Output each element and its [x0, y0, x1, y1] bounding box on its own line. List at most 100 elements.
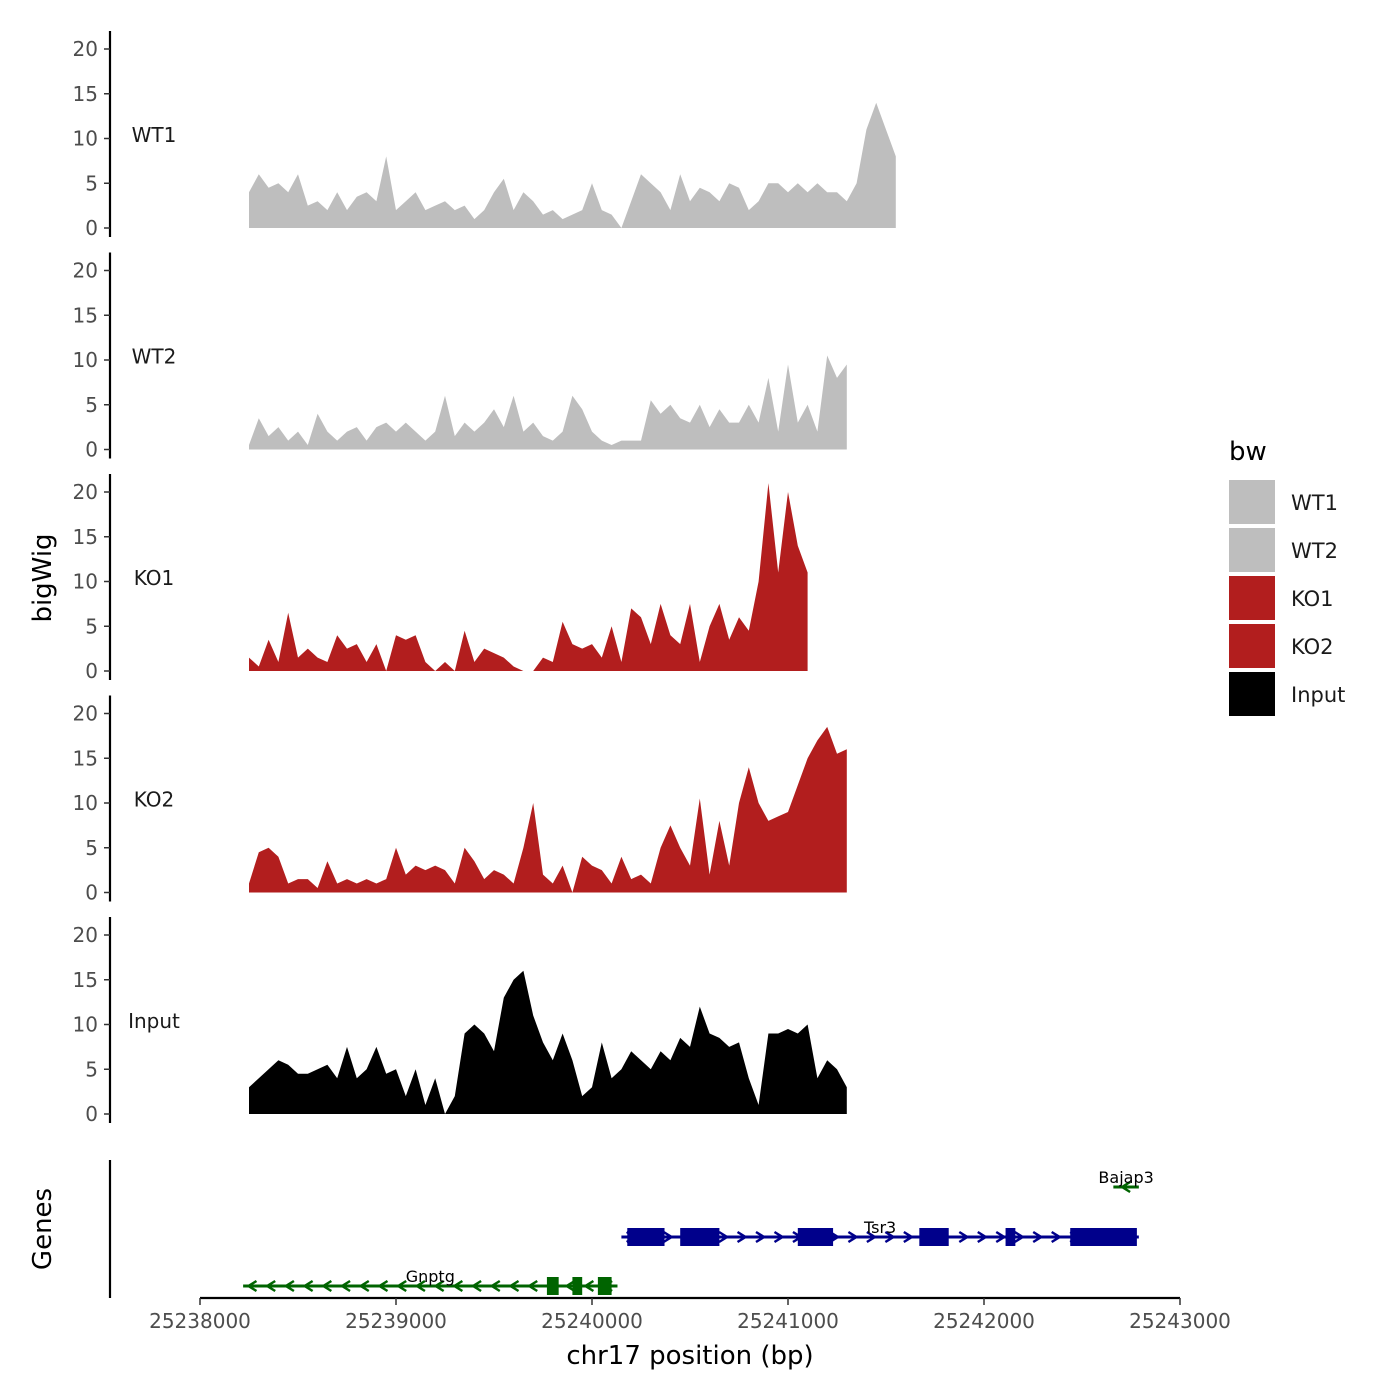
strand-chevron — [736, 1230, 748, 1244]
legend-label-wt2: WT2 — [1291, 539, 1338, 563]
gene-tsr3: Tsr3 — [621, 1218, 1139, 1246]
area-input — [249, 970, 847, 1114]
gene-annotation-track: Bajap3 Tsr3 Gnptg — [108, 1160, 1154, 1298]
y-axis-title: bigWig — [28, 533, 58, 622]
strand-chevron — [995, 1230, 1007, 1244]
track-ko1: 0 5 10 15 20 KO1 — [73, 474, 808, 683]
exon — [572, 1277, 583, 1295]
track-wt2: 0 5 10 15 20 WT2 — [73, 252, 847, 462]
strand-chevron — [718, 1230, 730, 1244]
legend-swatch-ko1 — [1229, 576, 1275, 620]
legend-label-wt1: WT1 — [1291, 491, 1338, 515]
strand-chevron — [246, 1279, 258, 1293]
y-tick-label: 5 — [85, 836, 98, 860]
x-tick-label: 25243000 — [1129, 1309, 1231, 1333]
gene-gnptg: Gnptg — [243, 1267, 618, 1295]
strand-chevron — [1014, 1230, 1026, 1244]
strand-chevron — [470, 1279, 482, 1293]
strand-chevron — [452, 1279, 464, 1293]
strand-chevron — [903, 1230, 915, 1244]
legend-swatch-wt2 — [1229, 528, 1275, 572]
y-tick-label: 0 — [85, 659, 98, 683]
strand-chevron — [302, 1279, 314, 1293]
area-ko1 — [249, 483, 808, 671]
strand-chevron — [1051, 1230, 1063, 1244]
x-axis: 25238000 25239000 25240000 25241000 25242000… — [149, 1296, 1231, 1333]
strand-chevron — [583, 1279, 595, 1293]
strand-chevron — [773, 1230, 785, 1244]
area-wt2 — [249, 355, 847, 450]
y-tick-label: 20 — [73, 37, 98, 61]
x-tick-label: 25238000 — [149, 1309, 251, 1333]
strand-chevron — [958, 1230, 970, 1244]
strand-chevron — [564, 1279, 576, 1293]
legend-swatch-wt1 — [1229, 480, 1275, 524]
legend-title: bw — [1229, 437, 1267, 467]
x-tick-label: 25239000 — [345, 1309, 447, 1333]
gene-label: Gnptg — [406, 1267, 455, 1286]
exon — [1070, 1228, 1137, 1246]
track-label-ko1: KO1 — [134, 566, 175, 590]
strand-chevron — [508, 1279, 520, 1293]
legend: bw WT1 WT2 KO1 KO2 Input — [1229, 437, 1345, 716]
strand-chevron — [264, 1279, 276, 1293]
y-tick-label: 15 — [73, 968, 98, 992]
exon — [680, 1228, 720, 1246]
y-tick-label: 15 — [73, 525, 98, 549]
y-tick-label: 5 — [85, 614, 98, 638]
y-tick-label: 0 — [85, 881, 98, 905]
area-wt1 — [249, 102, 896, 228]
strand-chevron — [377, 1279, 389, 1293]
y-tick-label: 0 — [85, 1102, 98, 1126]
y-tick-label: 15 — [73, 303, 98, 327]
strand-chevron — [433, 1279, 445, 1293]
track-label-input: Input — [128, 1009, 180, 1033]
exon — [797, 1228, 834, 1246]
legend-label-input: Input — [1291, 683, 1345, 707]
x-axis-title: chr17 position (bp) — [566, 1341, 813, 1371]
x-tick-label: 25242000 — [933, 1309, 1035, 1333]
y-tick-label: 5 — [85, 393, 98, 417]
strand-chevron — [358, 1279, 370, 1293]
gene-label: Tsr3 — [863, 1218, 896, 1237]
strand-chevron — [847, 1230, 859, 1244]
strand-chevron — [414, 1279, 426, 1293]
track-wt1: 0 5 10 15 20 WT1 — [73, 31, 896, 240]
legend-swatch-ko2 — [1229, 624, 1275, 668]
y-tick-label: 20 — [73, 480, 98, 504]
strand-chevron — [884, 1230, 896, 1244]
strand-chevron — [395, 1279, 407, 1293]
y-tick-label: 10 — [73, 348, 98, 372]
y-tick-label: 10 — [73, 1013, 98, 1037]
y-tick-label: 15 — [73, 82, 98, 106]
x-tick-label: 25240000 — [541, 1309, 643, 1333]
exon — [597, 1277, 612, 1295]
track-label-wt2: WT2 — [132, 345, 177, 369]
strand-chevron — [977, 1230, 989, 1244]
y-tick-label: 20 — [73, 259, 98, 283]
strand-chevron — [489, 1279, 501, 1293]
x-tick-label: 25241000 — [737, 1309, 839, 1333]
exon — [919, 1228, 949, 1246]
y-tick-label: 20 — [73, 702, 98, 726]
gene-label: Bajap3 — [1098, 1168, 1153, 1187]
y-tick-label: 10 — [73, 791, 98, 815]
strand-chevron — [526, 1279, 538, 1293]
y-tick-label: 20 — [73, 923, 98, 947]
y-tick-label: 0 — [85, 438, 98, 462]
exon — [1005, 1228, 1016, 1246]
track-label-wt1: WT1 — [132, 123, 177, 147]
y-tick-label: 15 — [73, 746, 98, 770]
legend-label-ko2: KO2 — [1291, 635, 1334, 659]
strand-chevron — [755, 1230, 767, 1244]
gene-bajap3: Bajap3 — [1098, 1168, 1154, 1194]
legend-label-ko1: KO1 — [1291, 587, 1334, 611]
y-tick-label: 5 — [85, 171, 98, 195]
y-tick-label: 0 — [85, 216, 98, 240]
track-input: 0 5 10 15 20 Input — [73, 917, 847, 1126]
area-ko2 — [249, 726, 847, 893]
y-tick-label: 5 — [85, 1057, 98, 1081]
exon — [627, 1228, 665, 1246]
exon — [546, 1277, 559, 1295]
